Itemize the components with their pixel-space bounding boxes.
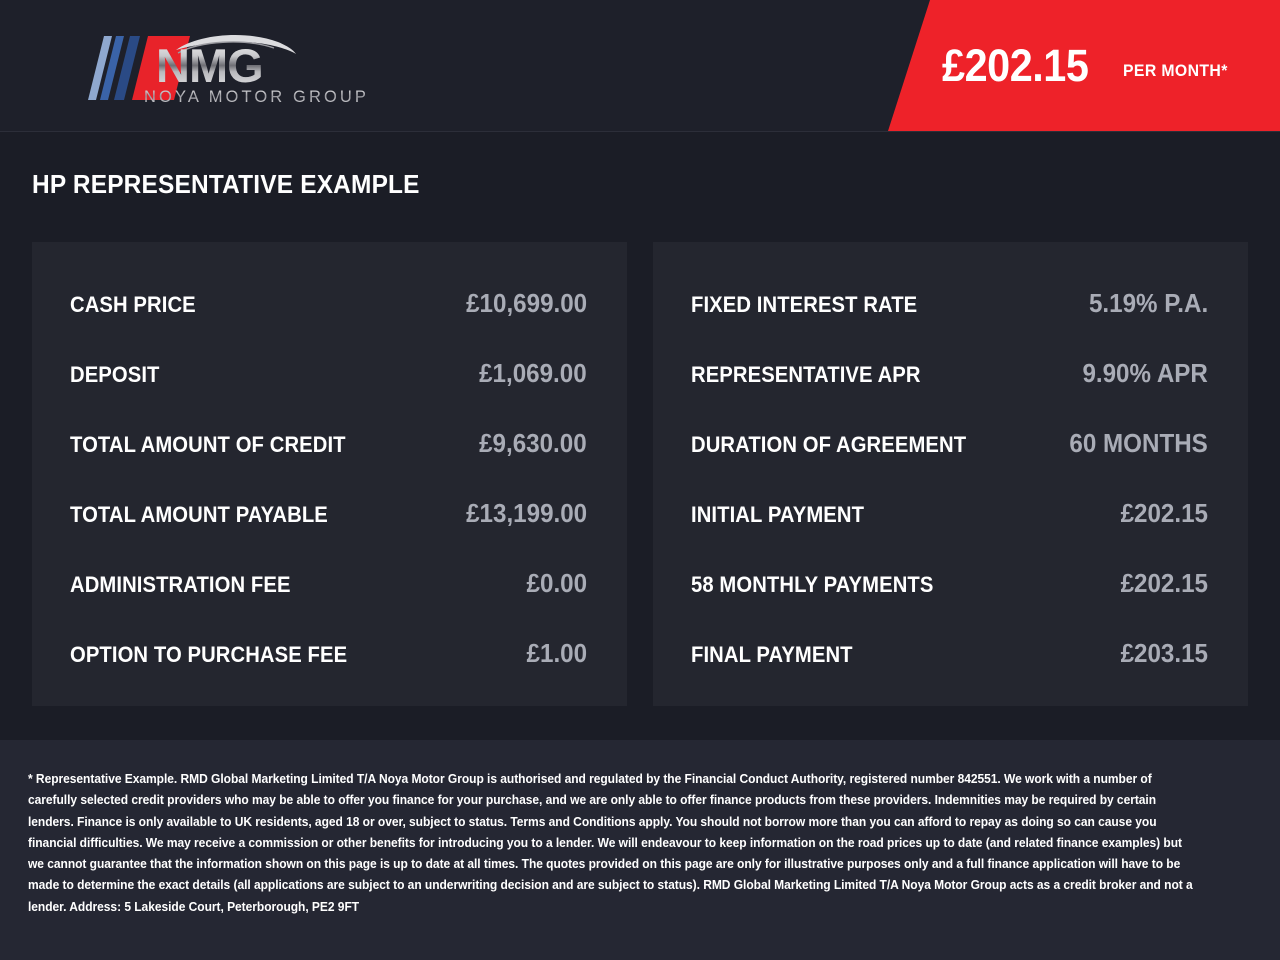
table-row: 58 MONTHLY PAYMENTS £202.15 bbox=[691, 568, 1208, 638]
terms-summary-panel: FIXED INTEREST RATE 5.19% P.A. REPRESENT… bbox=[653, 242, 1248, 706]
logo-stripes bbox=[88, 36, 190, 100]
row-label: CASH PRICE bbox=[70, 292, 196, 317]
header-divider bbox=[0, 131, 1280, 132]
row-value: 5.19% P.A. bbox=[1088, 288, 1208, 318]
row-value: £0.00 bbox=[526, 568, 587, 598]
car-silhouette-icon bbox=[176, 35, 296, 54]
row-value: £203.15 bbox=[1120, 638, 1208, 668]
page-header: NMG NOYA MOTOR GROUP £202.15 PER MONTH* bbox=[0, 0, 1280, 132]
row-label: TOTAL AMOUNT OF CREDIT bbox=[70, 432, 346, 457]
row-value: £1.00 bbox=[526, 638, 587, 668]
noya-motor-group-logo[interactable]: NMG NOYA MOTOR GROUP bbox=[78, 20, 378, 112]
disclaimer-footer: * Representative Example. RMD Global Mar… bbox=[0, 740, 1280, 960]
row-label: FIXED INTEREST RATE bbox=[691, 292, 918, 317]
monthly-price-period: PER MONTH* bbox=[1123, 61, 1228, 80]
row-value: £13,199.00 bbox=[465, 498, 587, 528]
row-value: 9.90% APR bbox=[1082, 358, 1208, 388]
table-row: FINAL PAYMENT £203.15 bbox=[691, 638, 1208, 708]
row-value: £1,069.00 bbox=[479, 358, 587, 388]
row-value: 60 MONTHS bbox=[1069, 428, 1208, 458]
svg-text:NOYA MOTOR GROUP: NOYA MOTOR GROUP bbox=[144, 88, 369, 106]
finance-details-panels: CASH PRICE £10,699.00 DEPOSIT £1,069.00 … bbox=[32, 242, 1248, 706]
monthly-price-banner: £202.15 PER MONTH* bbox=[888, 0, 1280, 131]
table-row: TOTAL AMOUNT PAYABLE £13,199.00 bbox=[70, 498, 587, 568]
table-row: ADMINISTRATION FEE £0.00 bbox=[70, 568, 587, 638]
row-value: £10,699.00 bbox=[465, 288, 587, 318]
row-label: ADMINISTRATION FEE bbox=[70, 572, 291, 597]
row-label: TOTAL AMOUNT PAYABLE bbox=[70, 502, 328, 527]
table-row: OPTION TO PURCHASE FEE £1.00 bbox=[70, 638, 587, 708]
row-value: £9,630.00 bbox=[479, 428, 587, 458]
row-label: REPRESENTATIVE APR bbox=[691, 362, 921, 387]
table-row: INITIAL PAYMENT £202.15 bbox=[691, 498, 1208, 568]
row-label: OPTION TO PURCHASE FEE bbox=[70, 642, 348, 667]
svg-text:NMG: NMG bbox=[156, 39, 263, 92]
row-label: 58 MONTHLY PAYMENTS bbox=[691, 572, 934, 597]
table-row: TOTAL AMOUNT OF CREDIT £9,630.00 bbox=[70, 428, 587, 498]
table-row: REPRESENTATIVE APR 9.90% APR bbox=[691, 358, 1208, 428]
row-label: INITIAL PAYMENT bbox=[691, 502, 865, 527]
table-row: CASH PRICE £10,699.00 bbox=[70, 288, 587, 358]
table-row: DEPOSIT £1,069.00 bbox=[70, 358, 587, 428]
row-label: DURATION OF AGREEMENT bbox=[691, 432, 967, 457]
row-value: £202.15 bbox=[1120, 568, 1208, 598]
disclaimer-text: * Representative Example. RMD Global Mar… bbox=[28, 772, 1193, 914]
row-label: FINAL PAYMENT bbox=[691, 642, 853, 667]
monthly-price-amount: £202.15 bbox=[942, 40, 1089, 91]
row-value: £202.15 bbox=[1120, 498, 1208, 528]
cost-summary-panel: CASH PRICE £10,699.00 DEPOSIT £1,069.00 … bbox=[32, 242, 627, 706]
row-label: DEPOSIT bbox=[70, 362, 160, 387]
table-row: DURATION OF AGREEMENT 60 MONTHS bbox=[691, 428, 1208, 498]
table-row: FIXED INTEREST RATE 5.19% P.A. bbox=[691, 288, 1208, 358]
page-title: HP REPRESENTATIVE EXAMPLE bbox=[32, 169, 420, 199]
